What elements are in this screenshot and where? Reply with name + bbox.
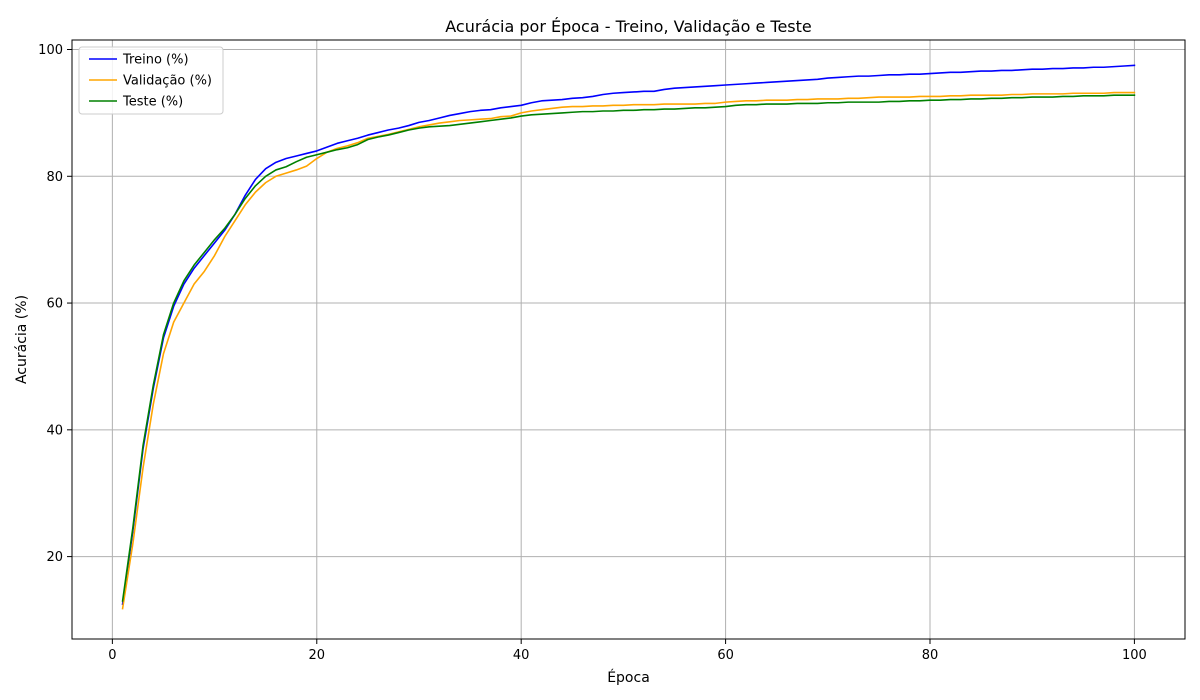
x-tick-label: 40 xyxy=(513,648,530,663)
y-axis-title: Acurácia (%) xyxy=(14,295,30,384)
grid xyxy=(72,40,1185,639)
series-line-1 xyxy=(121,64,1136,606)
legend-box xyxy=(78,46,224,115)
y-tick-label: 80 xyxy=(46,170,63,185)
x-tick-label: 0 xyxy=(108,648,116,663)
x-tick-label: 80 xyxy=(922,648,939,663)
legend-label: Treino (%) xyxy=(122,53,189,68)
x-tick-label: 20 xyxy=(309,648,326,663)
chart-title: Acurácia por Época - Treino, Validação e… xyxy=(445,17,811,36)
y-tick-label: 20 xyxy=(46,550,63,565)
series-line-3 xyxy=(121,94,1136,602)
plot-frame xyxy=(71,39,1186,640)
legend-label: Validação (%) xyxy=(123,74,212,89)
series-line-2 xyxy=(121,91,1136,610)
x-axis-title: Época xyxy=(607,669,650,686)
y-tick-label: 40 xyxy=(46,423,63,438)
x-tick-label: 100 xyxy=(1122,648,1147,663)
x-tick-label: 60 xyxy=(717,648,734,663)
y-tick-label: 100 xyxy=(38,43,63,58)
axis-ticks: 0 20 40 60 80 100 20 40 60 80 100 xyxy=(38,43,1147,663)
legend-label: Teste (%) xyxy=(122,95,183,110)
y-tick-label: 60 xyxy=(46,297,63,312)
series-lines xyxy=(121,64,1136,610)
legend: Treino (%) Validação (%) Teste (%) xyxy=(78,46,224,115)
